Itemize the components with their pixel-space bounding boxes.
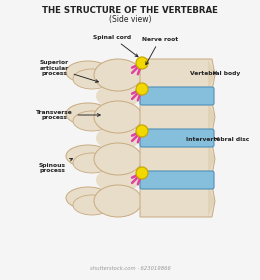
Ellipse shape	[66, 145, 110, 167]
Ellipse shape	[94, 101, 142, 133]
Text: shutterstock.com · 623019866: shutterstock.com · 623019866	[89, 265, 171, 270]
Ellipse shape	[96, 167, 140, 193]
Text: Nerve root: Nerve root	[142, 36, 178, 65]
Ellipse shape	[73, 195, 111, 215]
Ellipse shape	[73, 69, 111, 89]
Circle shape	[136, 167, 148, 179]
Ellipse shape	[96, 83, 140, 109]
Circle shape	[136, 57, 148, 69]
Ellipse shape	[94, 185, 142, 217]
Polygon shape	[140, 185, 215, 217]
Text: Spinal cord: Spinal cord	[93, 34, 138, 57]
Text: Intervertebral disc: Intervertebral disc	[186, 137, 250, 141]
Circle shape	[136, 83, 148, 95]
Text: Superior
articular
process: Superior articular process	[40, 60, 98, 82]
Ellipse shape	[73, 153, 111, 173]
Polygon shape	[140, 59, 215, 91]
Text: Spinous
process: Spinous process	[38, 158, 73, 173]
Polygon shape	[208, 185, 215, 217]
Text: (Side view): (Side view)	[109, 15, 151, 24]
Ellipse shape	[96, 125, 140, 151]
Circle shape	[136, 125, 148, 137]
Polygon shape	[140, 101, 215, 133]
Ellipse shape	[94, 59, 142, 91]
Ellipse shape	[66, 103, 110, 125]
Polygon shape	[208, 143, 215, 175]
FancyBboxPatch shape	[140, 129, 214, 147]
Polygon shape	[208, 101, 215, 133]
Text: Transverse
process: Transverse process	[36, 109, 100, 120]
Text: THE STRUCTURE OF THE VERTEBRAE: THE STRUCTURE OF THE VERTEBRAE	[42, 6, 218, 15]
Text: Vertebral body: Vertebral body	[190, 71, 240, 76]
FancyBboxPatch shape	[140, 87, 214, 105]
Ellipse shape	[66, 61, 110, 83]
Ellipse shape	[94, 143, 142, 175]
Polygon shape	[208, 59, 215, 91]
FancyBboxPatch shape	[140, 171, 214, 189]
Polygon shape	[140, 143, 215, 175]
Ellipse shape	[66, 187, 110, 209]
Ellipse shape	[73, 111, 111, 131]
